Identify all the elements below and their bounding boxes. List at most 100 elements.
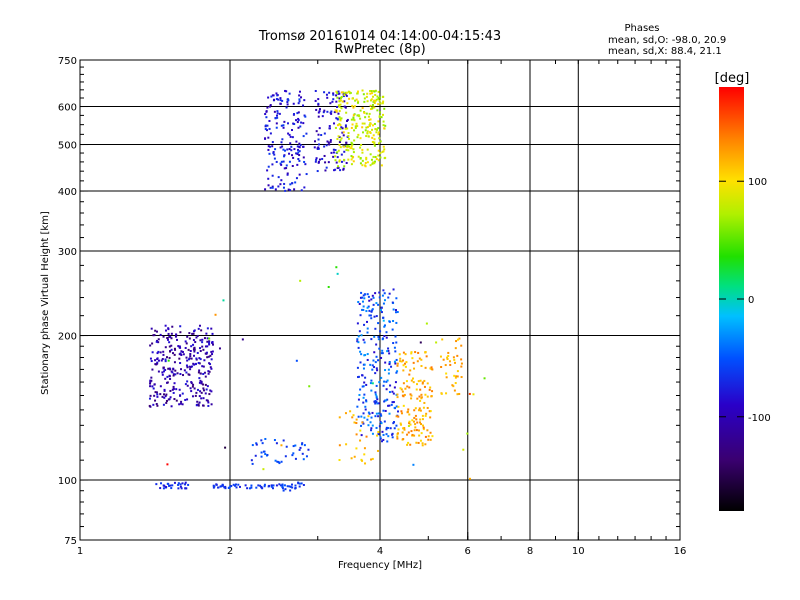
data-point: [185, 342, 188, 345]
data-point: [330, 110, 333, 113]
data-point: [279, 162, 282, 165]
data-point: [195, 357, 198, 360]
data-point: [453, 361, 456, 364]
data-point: [149, 382, 152, 385]
data-point: [370, 98, 373, 101]
data-point: [326, 140, 329, 143]
data-point: [170, 487, 173, 490]
data-point: [197, 403, 200, 406]
data-point: [336, 92, 339, 95]
data-point: [189, 353, 192, 356]
data-point: [401, 390, 404, 393]
data-point: [365, 310, 368, 313]
data-point: [378, 381, 381, 384]
data-point: [429, 438, 432, 441]
data-point: [374, 155, 377, 158]
data-point: [279, 102, 282, 105]
data-point: [161, 358, 164, 361]
data-point: [289, 135, 292, 138]
data-point: [397, 410, 400, 413]
data-point: [172, 385, 175, 388]
data-point: [344, 93, 347, 96]
data-point: [272, 151, 275, 154]
data-point: [370, 158, 373, 161]
data-point: [354, 125, 357, 128]
data-point: [365, 135, 368, 138]
data-point: [374, 415, 377, 418]
data-point: [349, 147, 352, 150]
data-point: [392, 401, 395, 404]
data-point: [396, 311, 399, 314]
data-point: [207, 401, 210, 404]
data-point: [362, 305, 365, 308]
data-point: [395, 424, 398, 427]
data-point: [396, 370, 399, 373]
data-point: [396, 364, 399, 367]
data-point: [173, 398, 176, 401]
data-point: [407, 425, 410, 428]
data-point: [416, 421, 419, 424]
data-point: [204, 383, 207, 386]
data-point: [362, 385, 365, 388]
data-point: [299, 125, 302, 128]
data-point: [211, 350, 214, 353]
data-point: [295, 177, 298, 180]
data-point: [445, 392, 448, 395]
data-point: [360, 424, 363, 427]
data-point: [175, 399, 178, 402]
colorbar-tick-label: 100: [748, 177, 767, 188]
data-point: [427, 435, 430, 438]
data-point: [401, 431, 404, 434]
data-point: [340, 91, 343, 94]
data-point: [346, 127, 349, 130]
data-point: [428, 410, 431, 413]
data-point: [456, 370, 459, 373]
data-point: [171, 388, 174, 391]
data-point: [440, 365, 443, 368]
data-point: [374, 400, 377, 403]
data-point: [368, 118, 371, 121]
data-point: [288, 152, 291, 155]
data-point: [348, 91, 351, 94]
data-point: [208, 343, 211, 346]
data-point: [378, 425, 381, 428]
data-point: [369, 153, 372, 156]
data-point: [202, 348, 205, 351]
data-point: [363, 354, 366, 357]
data-point: [381, 430, 384, 433]
data-point: [356, 366, 359, 369]
data-point: [199, 358, 202, 361]
data-point: [351, 97, 354, 100]
data-point: [403, 427, 406, 430]
data-point: [303, 114, 306, 117]
data-point: [294, 486, 297, 489]
data-point: [353, 119, 356, 122]
data-point: [203, 359, 206, 362]
data-point: [339, 139, 342, 142]
data-point: [377, 359, 380, 362]
data-point: [198, 377, 201, 380]
data-point: [384, 399, 387, 402]
data-point: [340, 96, 343, 99]
data-point: [397, 405, 400, 408]
data-point: [271, 141, 274, 144]
data-point: [372, 359, 375, 362]
data-point: [296, 121, 299, 124]
data-point: [363, 381, 366, 384]
data-point: [373, 106, 376, 109]
data-point: [410, 379, 413, 382]
data-point: [261, 442, 264, 445]
data-point: [317, 161, 320, 164]
data-point: [417, 441, 420, 444]
data-point: [383, 127, 386, 130]
data-point: [418, 357, 421, 360]
data-point: [185, 487, 188, 490]
data-point: [420, 397, 423, 400]
data-point: [460, 362, 463, 365]
data-point: [157, 359, 160, 362]
data-point: [347, 135, 350, 138]
data-point: [430, 395, 433, 398]
data-point: [162, 366, 165, 369]
data-point: [333, 122, 336, 125]
data-point: [360, 353, 363, 356]
